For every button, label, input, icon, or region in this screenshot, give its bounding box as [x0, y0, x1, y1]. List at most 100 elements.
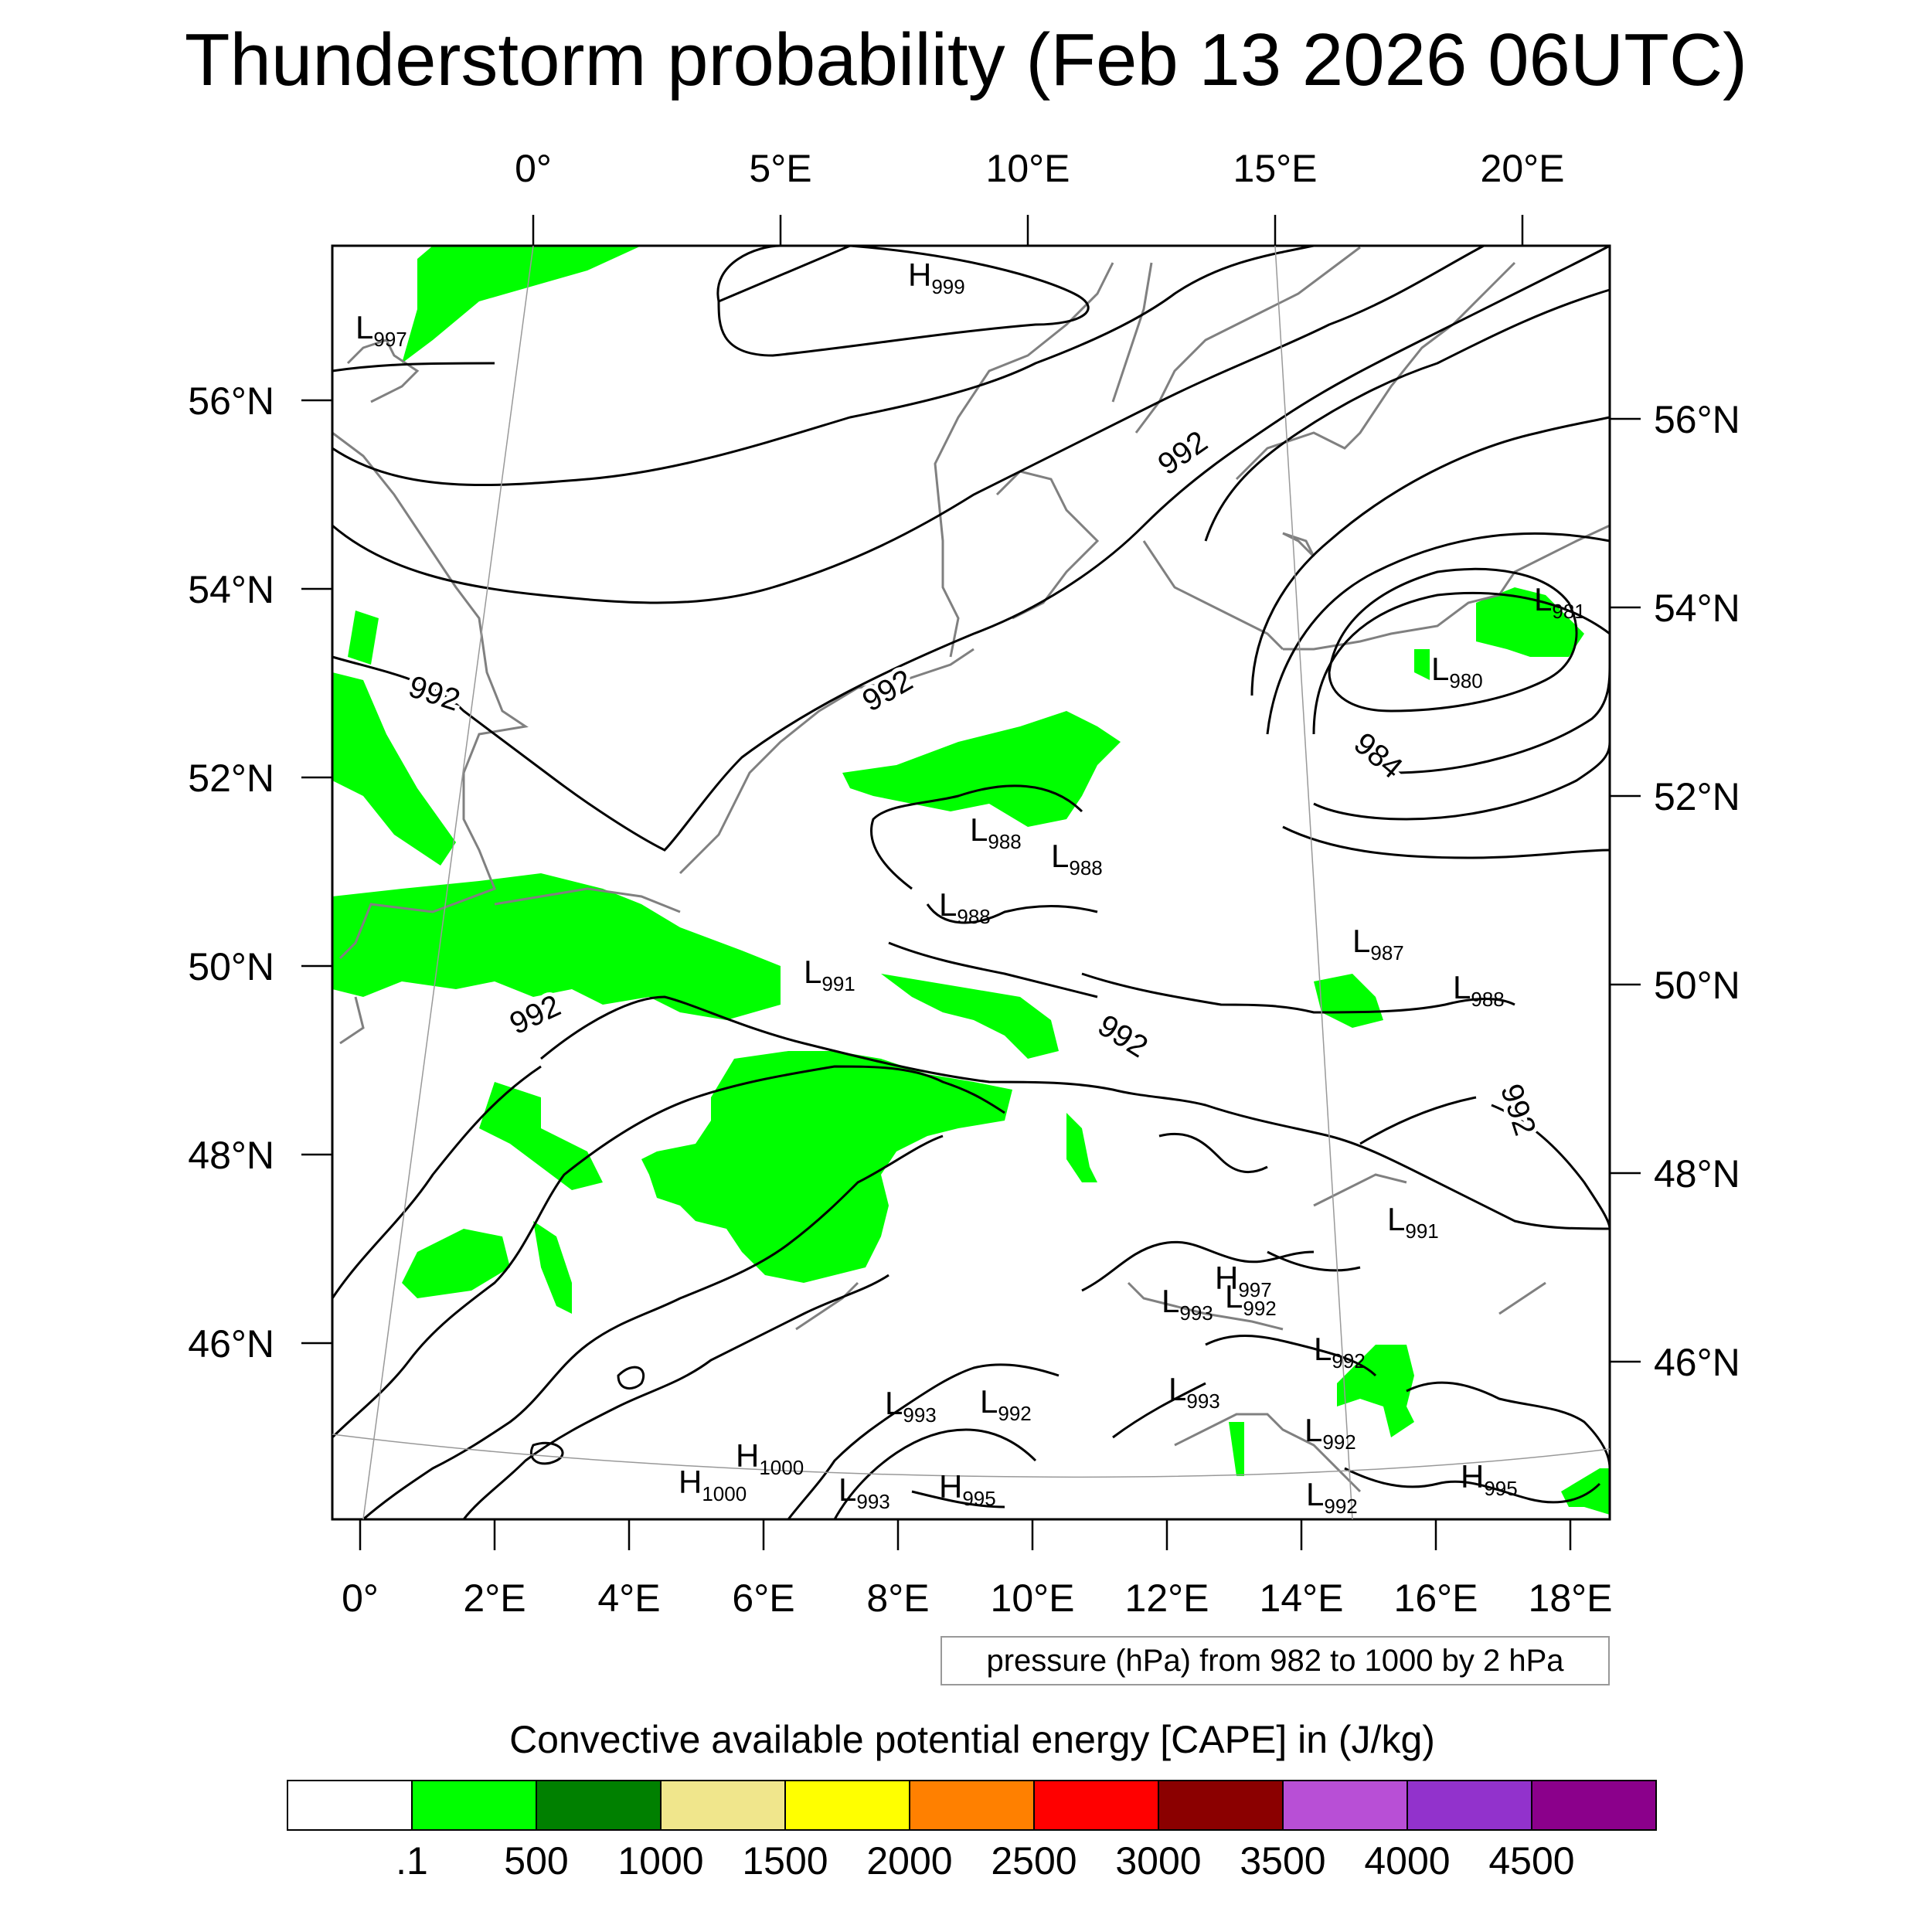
colorbar-tick-label: 500: [504, 1839, 568, 1883]
isobar-low-center: [1328, 567, 1578, 713]
pressure-center-low: L988: [1453, 969, 1505, 1011]
colorbar-tick-label: 3000: [1115, 1839, 1201, 1883]
right-axis-label: 52°N: [1654, 775, 1740, 818]
graticule-layer: [332, 245, 1611, 1520]
pressure-center-low: L992: [1304, 1412, 1356, 1454]
colorbar-tick-label: 4000: [1364, 1839, 1450, 1883]
colorbar-tick-label: 2500: [991, 1839, 1077, 1883]
colorbar-swatch: [784, 1780, 910, 1831]
cape-area-adriatic: [1229, 1422, 1244, 1476]
pressure-center-low: L993: [885, 1385, 937, 1427]
pressure-center-low: L993: [838, 1471, 890, 1513]
bottom-axis-label: 18°E: [1529, 1577, 1613, 1620]
pressure-center-low: L993: [1168, 1371, 1220, 1413]
top-axis: 0° 5°E 10°E 15°E 20°E: [515, 147, 1564, 190]
colorbar-swatch: [1282, 1780, 1408, 1831]
top-axis-label: 0°: [515, 147, 552, 190]
colorbar-swatch: [411, 1780, 537, 1831]
top-axis-label: 20°E: [1481, 147, 1565, 190]
pressure-center-high: H997: [1215, 1260, 1272, 1301]
bottom-axis-label: 16°E: [1394, 1577, 1478, 1620]
left-axis-label: 56°N: [188, 379, 274, 423]
bottom-axis-label: 4°E: [597, 1577, 660, 1620]
right-axis-label: 46°N: [1654, 1341, 1740, 1384]
pressure-centers: H999 L997 L981 L980 L988 L988 L988 L987 …: [355, 257, 1586, 1518]
colorbar-title: Convective available potential energy [C…: [509, 1718, 1435, 1761]
pressure-center-high: H999: [908, 257, 965, 298]
colorbar-tick-label: 3500: [1240, 1839, 1325, 1883]
colorbar-tick-label: 1000: [617, 1839, 703, 1883]
colorbar-tick-label: 4500: [1488, 1839, 1574, 1883]
bottom-axis-label: 10°E: [991, 1577, 1075, 1620]
contour-info-box: [940, 1636, 1610, 1685]
colorbar-swatch: [1033, 1780, 1159, 1831]
coastline-layer: [332, 246, 1611, 1493]
tick-layer: [301, 215, 1641, 1550]
colorbar-tick-label: 2000: [866, 1839, 952, 1883]
colorbar-swatch: [536, 1780, 662, 1831]
colorbar-swatch: [1158, 1780, 1284, 1831]
colorbar-tick-label: 1500: [742, 1839, 828, 1883]
right-axis-label: 56°N: [1654, 398, 1740, 441]
cape-area-czech: [1314, 974, 1383, 1028]
isobar-984: [1313, 741, 1611, 821]
colorbar-labels: .1 500 1000 1500 2000 2500 3000 3500 400…: [396, 1839, 1574, 1883]
left-axis-label: 54°N: [188, 568, 274, 611]
pressure-center-low: L988: [939, 886, 991, 928]
map-frame: [331, 244, 1611, 1521]
contour-info: pressure (hPa) from 982 to 1000 by 2 hPa: [986, 1644, 1564, 1678]
pressure-center-low: L997: [355, 309, 407, 351]
pressure-center-low: L988: [1051, 838, 1103, 879]
pressure-center-low: L992: [980, 1383, 1032, 1425]
bottom-axis-label: 2°E: [463, 1577, 526, 1620]
cape-area-france-southwest: [402, 1229, 510, 1298]
pressure-center-low: L981: [1534, 581, 1586, 623]
cape-area-baltic-small: [1414, 649, 1430, 680]
pressure-center-high: H1000: [679, 1464, 747, 1505]
cape-area-hungary: [1337, 1345, 1414, 1437]
bottom-axis-label: 0°: [342, 1577, 379, 1620]
cape-area-alps-east: [1066, 1113, 1097, 1182]
cape-area-uk-east: [332, 672, 456, 866]
cape-area-germany-central: [881, 974, 1059, 1059]
cape-area-southeast: [1561, 1468, 1610, 1515]
right-axis: 56°N 54°N 52°N 50°N 48°N 46°N: [1654, 398, 1740, 1384]
right-axis-label: 48°N: [1654, 1152, 1740, 1196]
left-axis-label: 48°N: [188, 1134, 274, 1177]
pressure-center-low: L988: [970, 811, 1022, 853]
right-axis-label: 50°N: [1654, 964, 1740, 1007]
cape-area-north-sea-north: [402, 246, 641, 363]
left-axis: 56°N 54°N 52°N 50°N 48°N 46°N: [188, 379, 274, 1366]
cape-area-baltic: [1476, 587, 1584, 657]
bottom-axis: 0° 2°E 4°E 6°E 8°E 10°E 12°E 14°E 16°E 1…: [342, 1577, 1612, 1620]
pressure-center-low: L992: [1225, 1278, 1277, 1320]
pressure-center-low: L993: [1162, 1283, 1213, 1325]
colorbar-swatch: [1531, 1780, 1657, 1831]
colorbar-swatch: [909, 1780, 1035, 1831]
colorbar-tick-label: .1: [396, 1839, 428, 1883]
cape-area-uk-coast: [348, 611, 379, 665]
colorbar-swatch: [287, 1780, 413, 1831]
pressure-center-low: L987: [1352, 923, 1404, 964]
colorbar-swatch: [660, 1780, 786, 1831]
pressure-center-low: L992: [1306, 1476, 1358, 1518]
pressure-center-low: L992: [1314, 1331, 1366, 1372]
bottom-axis-label: 6°E: [732, 1577, 794, 1620]
pressure-center-low: L991: [804, 954, 855, 995]
top-axis-label: 10°E: [986, 147, 1070, 190]
pressure-center-high: H995: [939, 1468, 996, 1510]
bottom-axis-label: 8°E: [866, 1577, 929, 1620]
right-axis-label: 54°N: [1654, 587, 1740, 630]
top-axis-label: 5°E: [749, 147, 811, 190]
colorbar-swatch: [1406, 1780, 1532, 1831]
isobar-layer: [331, 244, 1611, 1521]
figure-title: Thunderstorm probability (Feb 13 2026 06…: [185, 19, 1747, 101]
colorbar: [287, 1780, 1657, 1831]
cape-area-germany-north: [842, 711, 1121, 827]
pressure-center-high: H995: [1461, 1458, 1518, 1500]
left-axis-label: 52°N: [188, 757, 274, 800]
top-axis-label: 15°E: [1233, 147, 1318, 190]
cape-area-france-south: [533, 1221, 572, 1314]
cape-area-france-east: [641, 1051, 1012, 1283]
